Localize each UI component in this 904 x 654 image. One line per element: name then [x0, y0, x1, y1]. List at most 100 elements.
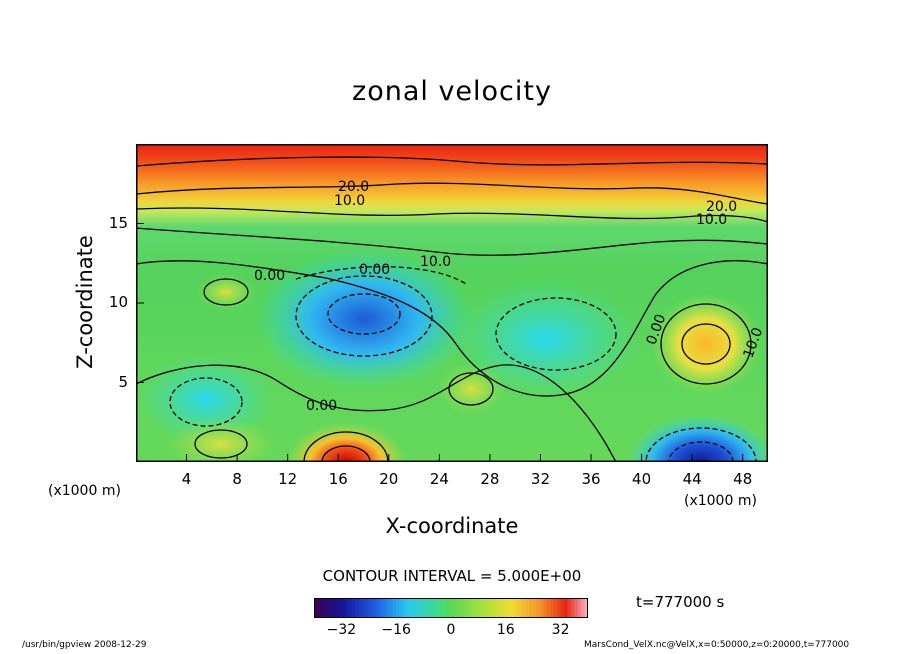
colorbar-swatch [409, 598, 414, 618]
x-tick-label: 12 [278, 470, 298, 488]
colorbar-swatch [509, 598, 514, 618]
colorbar-swatch [423, 598, 428, 618]
colorbar-swatch [351, 598, 356, 618]
colorbar-swatch [553, 598, 558, 618]
colorbar-swatch [574, 598, 579, 618]
colorbar-swatch [485, 598, 490, 618]
x-tick-label: 24 [429, 470, 449, 488]
colorbar-swatch [334, 598, 339, 618]
x-axis-label: X-coordinate [385, 514, 519, 538]
x-tick-label: 4 [181, 470, 192, 488]
colorbar-swatch [355, 598, 360, 618]
contour-label: 0.00 [254, 268, 285, 284]
colorbar [314, 598, 588, 618]
colorbar-tick-label: −16 [381, 622, 411, 638]
colorbar-swatch [320, 598, 325, 618]
colorbar-swatch [427, 598, 431, 618]
colorbar-swatch [403, 598, 407, 618]
x-tick-label: 20 [379, 470, 399, 488]
colorbar-swatch [389, 598, 394, 618]
x-tick-label: 44 [682, 470, 702, 488]
colorbar-swatch [492, 598, 497, 618]
colorbar-swatch [361, 598, 366, 618]
colorbar-swatch [324, 598, 329, 618]
x-tick-label: 36 [581, 470, 601, 488]
colorbar-swatch [341, 598, 346, 618]
colorbar-swatch [577, 598, 582, 618]
colorbar-swatch [372, 598, 377, 618]
colorbar-swatch [365, 598, 370, 618]
colorbar-swatch [488, 598, 493, 618]
x-tick-label: 32 [530, 470, 551, 488]
colorbar-swatch [461, 598, 466, 618]
colorbar-swatch [468, 598, 473, 618]
colorbar-frame [314, 598, 588, 618]
colorbar-swatch [495, 598, 500, 618]
colorbar-swatch [519, 598, 524, 618]
colorbar-swatch [344, 598, 349, 618]
colorbar-swatch [382, 598, 387, 618]
colorbar-tick-label: 32 [551, 622, 570, 638]
colorbar-swatch [385, 598, 390, 618]
colorbar-swatch [327, 598, 332, 618]
colorbar-swatch [471, 598, 476, 618]
colorbar-swatch [396, 598, 401, 618]
colorbar-swatch [358, 598, 363, 618]
y-tick-label: 5 [118, 372, 128, 391]
colorbar-swatch [505, 598, 510, 618]
colorbar-swatch [348, 598, 353, 618]
colorbar-swatch [584, 598, 588, 618]
colorbar-swatch [543, 598, 548, 618]
colorbar-swatch [464, 598, 469, 618]
colorbar-swatch [317, 598, 322, 618]
contour-label: 20.0 [338, 179, 369, 195]
colorbar-swatch [533, 598, 538, 618]
colorbar-swatch [550, 598, 555, 618]
colorbar-swatch [529, 598, 534, 618]
colorbar-swatch [440, 598, 445, 618]
colorbar-swatch [406, 598, 411, 618]
colorbar-swatch [536, 598, 541, 618]
x-unit-label-right: (x1000 m) [684, 493, 757, 509]
colorbar-swatch [433, 598, 438, 618]
colorbar-swatch [437, 598, 442, 618]
x-tick-label: 40 [632, 470, 652, 488]
colorbar-swatch [420, 598, 425, 618]
contour-label: 0.00 [306, 398, 337, 414]
colorbar-tick-label: 0 [446, 622, 456, 638]
colorbar-swatch [516, 598, 520, 618]
y-tick-label: 10 [108, 293, 128, 311]
colorbar-swatch [447, 598, 452, 618]
colorbar-swatch [375, 598, 380, 618]
colorbar-swatch [557, 598, 562, 618]
colorbar-tick-label: 16 [496, 622, 515, 638]
contour-labels: 20.0 10.0 20.0 10.0 0.00 0.00 10.0 0.00 … [254, 179, 766, 414]
colorbar-swatch [546, 598, 551, 618]
footer-right: MarsCond_VelX.nc@VelX,x=0:50000,z=0:2000… [584, 640, 850, 650]
contour-label: 10.0 [696, 212, 727, 228]
colorbar-swatch [478, 598, 483, 618]
y-axis-label: Z-coordinate [73, 235, 97, 369]
colorbar-swatch [454, 598, 459, 618]
colorbar-swatch [581, 598, 586, 618]
colorbar-swatch [444, 598, 449, 618]
x-tick-label: 16 [328, 470, 348, 488]
colorbar-swatch [368, 598, 373, 618]
contour-label: 0.00 [359, 262, 390, 278]
time-label: t=777000 s [636, 593, 725, 611]
colorbar-swatch [526, 598, 531, 618]
colorbar-swatch [457, 598, 462, 618]
colorbar-swatch [392, 598, 397, 618]
colorbar-swatch [481, 598, 486, 618]
chart-title: zonal velocity [352, 76, 552, 107]
colorbar-swatch [416, 598, 421, 618]
contour-label: 20.0 [706, 199, 737, 215]
contour-interval-label: CONTOUR INTERVAL = 5.000E+00 [322, 567, 582, 585]
colorbar-swatch [379, 598, 383, 618]
footer-left: /usr/bin/gpview 2008-12-29 [22, 640, 147, 650]
colorbar-swatch [567, 598, 572, 618]
x-tick-label: 28 [480, 470, 500, 488]
x-unit-label-left: (x1000 m) [48, 483, 121, 499]
colorbar-swatch [512, 598, 517, 618]
colorbar-swatch [337, 598, 342, 618]
